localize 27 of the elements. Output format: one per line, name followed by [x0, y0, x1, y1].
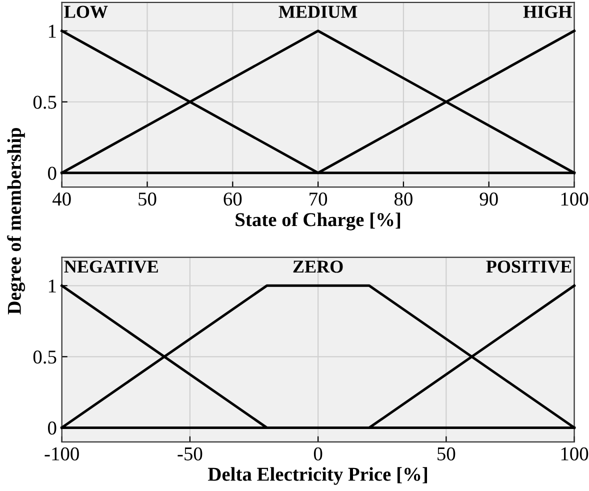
y-tick-label: 0 [48, 422, 56, 435]
x-tick-label: 0 [314, 447, 322, 460]
y-tick-label: 1 [48, 280, 56, 292]
y-tick-label: 0.5 [33, 96, 56, 109]
x-tick-label: -100 [44, 447, 79, 460]
x-tick-label: 90 [480, 192, 498, 206]
y-tick-label: 0 [48, 166, 56, 180]
x-tick-label: 70 [310, 192, 328, 206]
x-tick-label: -50 [178, 447, 202, 460]
x-tick-label: 60 [224, 192, 242, 206]
x-tick-label: 80 [394, 192, 412, 206]
series-label: POSITIVE [486, 260, 572, 273]
x-tick-label: 100 [561, 447, 588, 460]
series-label: HIGH [523, 6, 572, 18]
x-tick-label: 40 [52, 192, 71, 206]
y-tick-label: 0.5 [33, 350, 56, 364]
series-label: MEDIUM [278, 6, 358, 18]
x-axis-title: Delta Electricity Price [%] [208, 467, 428, 485]
x-tick-label: 50 [438, 447, 456, 460]
x-tick-label: 100 [561, 192, 588, 206]
x-axis-title: State of Charge [%] [236, 212, 400, 230]
x-tick-label: 50 [138, 192, 156, 206]
y-tick-label: 1 [48, 24, 56, 38]
series-label: ZERO [293, 260, 343, 273]
series-label: NEGATIVE [64, 260, 158, 273]
series-label: LOW [64, 6, 108, 18]
y-axis-title: Degree of membership [7, 128, 26, 314]
